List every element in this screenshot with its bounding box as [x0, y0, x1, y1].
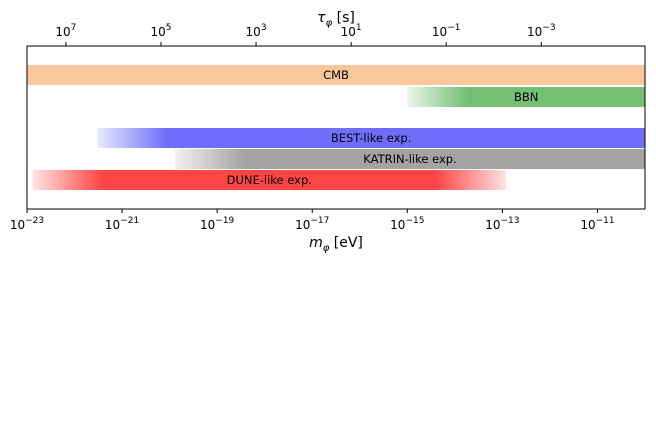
- x-tick-label: 10−17: [295, 216, 329, 232]
- band-katrin-like-exp: [175, 149, 645, 169]
- band-label-dune-like-exp: DUNE-like exp.: [227, 173, 312, 187]
- top-tick-label: 10−1: [432, 23, 461, 39]
- top-tick-label: 105: [150, 23, 171, 39]
- x-tick-label: 10−19: [200, 216, 235, 232]
- top-tick-label: 101: [341, 23, 362, 39]
- plot-frame: [26, 45, 646, 210]
- x-tick-label: 10−21: [105, 216, 139, 232]
- top-axis-label: τφ [s]: [317, 10, 355, 29]
- top-tick-label: 103: [246, 23, 267, 39]
- bands: CMB BBN BEST-like exp. KATRIN-like exp. DUNE…: [27, 65, 645, 190]
- x-tick-label: 10−23: [10, 216, 44, 232]
- top-tick-label: 107: [55, 23, 76, 39]
- band-best-like-exp: [97, 128, 645, 148]
- x-tick-label: 10−11: [580, 216, 614, 232]
- band-cmb: [27, 65, 645, 85]
- band-label-bbn: BBN: [514, 90, 538, 104]
- x-axis-label: mφ [eV]: [309, 235, 363, 254]
- top-axis: 107 105 103 101 10−1 10−3: [55, 23, 556, 46]
- bottom-axis: 10−23 10−21 10−19 10−17 10−15 10−13 10−11: [10, 209, 615, 232]
- band-label-best-like-exp: BEST-like exp.: [331, 131, 412, 145]
- band-dune-like-exp: [32, 170, 507, 190]
- band-label-cmb: CMB: [323, 68, 349, 82]
- x-tick-label: 10−13: [485, 216, 519, 232]
- x-tick-label: 10−15: [390, 216, 424, 232]
- band-bbn: [407, 87, 645, 107]
- top-tick-label: 10−3: [527, 23, 556, 39]
- band-label-katrin-like-exp: KATRIN-like exp.: [363, 152, 456, 166]
